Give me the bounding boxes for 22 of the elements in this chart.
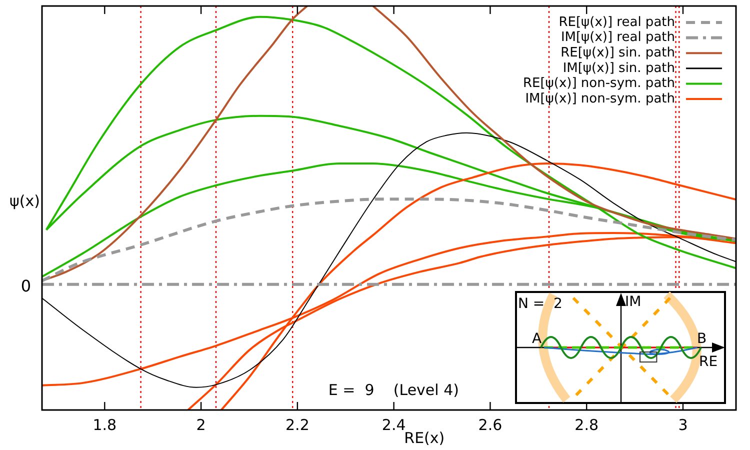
x-tick-label: 2	[196, 416, 206, 434]
legend-label: IM[ψ(x)] real path	[560, 30, 675, 46]
annotation: N = 2	[518, 296, 562, 312]
x-tick-label: 2.4	[382, 416, 406, 434]
legend-label: RE[ψ(x)] non-sym. path	[522, 76, 675, 92]
legend-label: RE[ψ(x)] sin. path	[560, 45, 675, 60]
annotation: B	[697, 331, 707, 347]
annotation: E = 9 (Level 4)	[328, 381, 459, 399]
annotation: A	[532, 331, 542, 347]
annotation: RE	[699, 354, 718, 370]
legend-label: IM[ψ(x)] sin. path	[562, 60, 675, 76]
legend-label: IM[ψ(x)] non-sym. path	[525, 91, 675, 106]
x-tick-label: 2.8	[574, 416, 599, 434]
x-tick-label: 3	[678, 416, 688, 434]
x-tick-label: 1.8	[92, 416, 117, 434]
legend-label: RE[ψ(x)] real path	[558, 14, 675, 30]
y-axis-title: ψ(x)	[10, 192, 40, 210]
x-tick-label: 2.2	[286, 416, 310, 434]
annotation: 0	[20, 276, 31, 296]
x-tick-label: 2.6	[478, 416, 502, 434]
annotation: IM	[625, 294, 642, 310]
x-axis-title: RE(x)	[404, 429, 445, 447]
